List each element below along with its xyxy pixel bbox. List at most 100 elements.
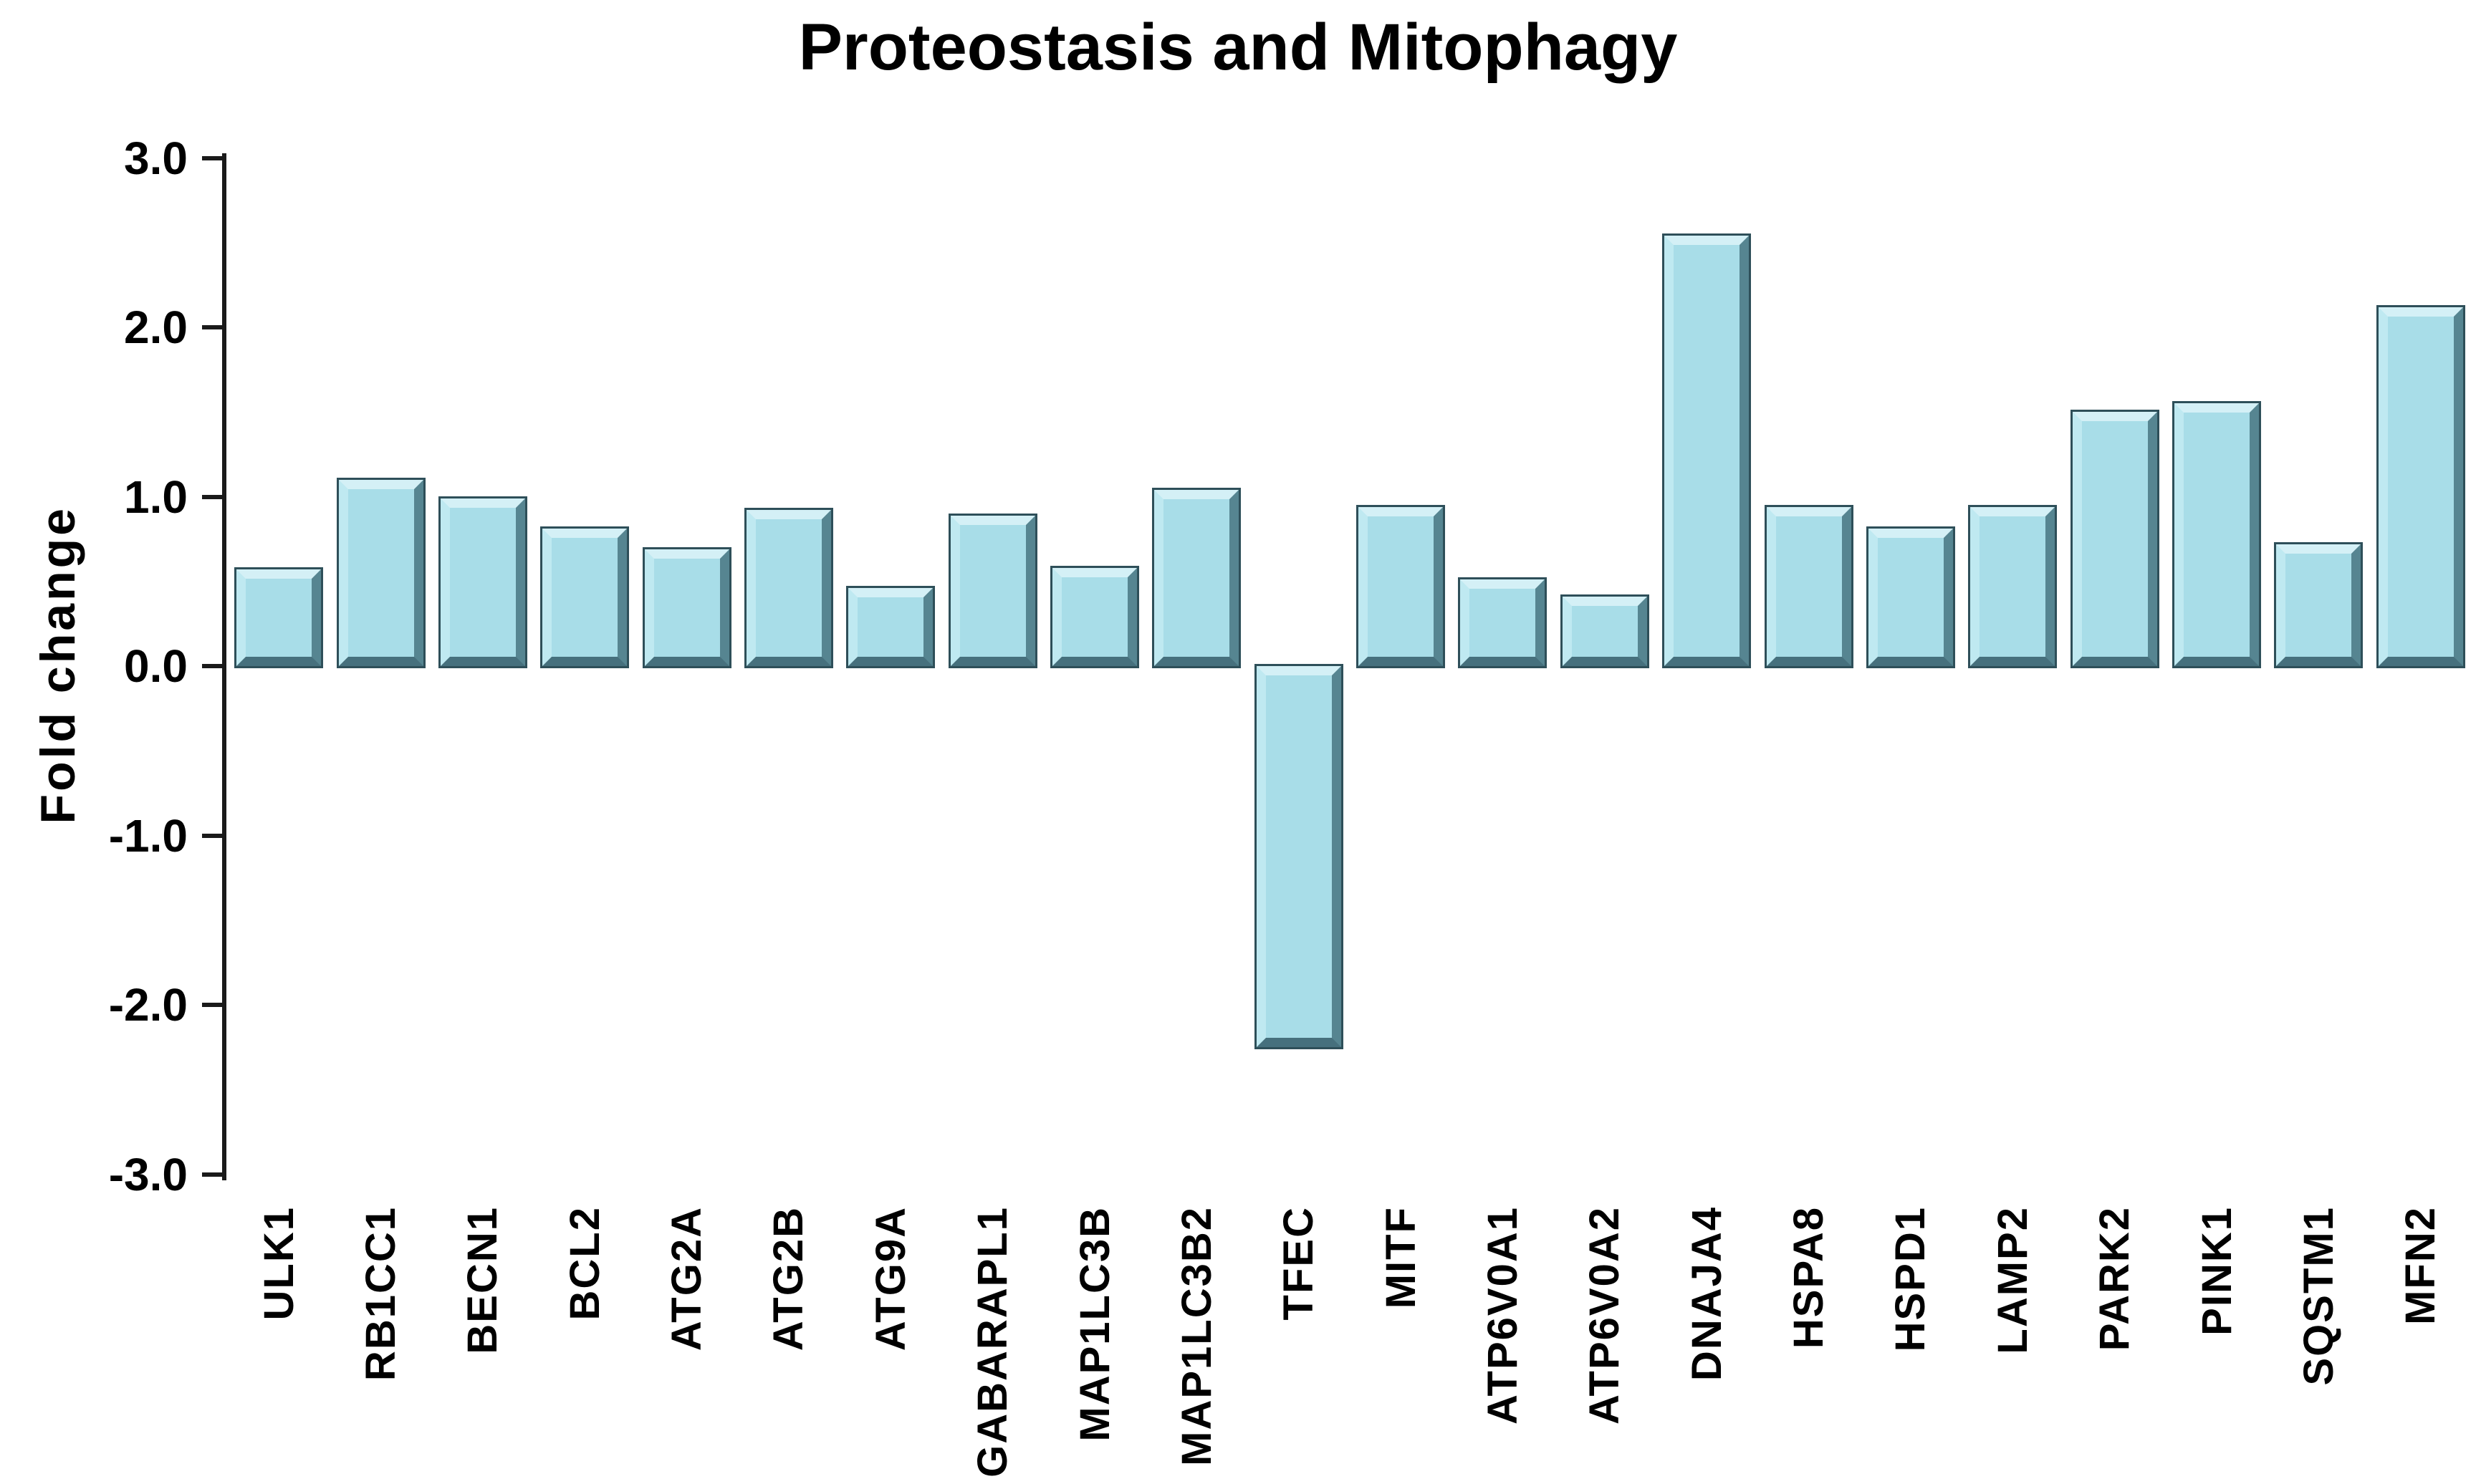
- x-label-slot: DNAJA4: [1656, 1206, 1757, 1478]
- x-tick-label-DNAJA4: DNAJA4: [1683, 1206, 1730, 1382]
- x-label-slot: MFN2: [2370, 1206, 2472, 1478]
- x-label-slot: MITF: [1350, 1206, 1451, 1478]
- y-tick-mark: [202, 325, 222, 329]
- y-tick-label: -2.0: [108, 979, 188, 1031]
- x-label-slot: ULK1: [228, 1206, 330, 1478]
- x-label-slot: SQSTM1: [2268, 1206, 2369, 1478]
- x-tick-label-ULK1: ULK1: [255, 1206, 302, 1321]
- bar-slot: [2166, 157, 2268, 1173]
- y-tick-label: 1.0: [124, 471, 188, 523]
- bar-slot: [228, 157, 330, 1173]
- bar-DNAJA4: [1662, 233, 1752, 668]
- y-tick-label: -1.0: [108, 809, 188, 862]
- x-label-slot: HSPA8: [1757, 1206, 1859, 1478]
- bar-slot: [330, 157, 431, 1173]
- x-tick-label-HSPA8: HSPA8: [1785, 1206, 1833, 1349]
- x-tick-label-MITF: MITF: [1377, 1206, 1424, 1309]
- bar-slot: [942, 157, 1044, 1173]
- bar-slot: [1146, 157, 1247, 1173]
- bar-slot: [2268, 157, 2369, 1173]
- x-label-slot: TFEC: [1248, 1206, 1350, 1478]
- bar-slot: [840, 157, 941, 1173]
- x-label-slot: MAP1LC3B: [1044, 1206, 1146, 1478]
- x-label-slot: ATG2A: [635, 1206, 737, 1478]
- bar-slot: [1451, 157, 1553, 1173]
- x-tick-label-ATP6V0A2: ATP6V0A2: [1581, 1206, 1628, 1425]
- x-label-slot: ATG2B: [738, 1206, 840, 1478]
- x-tick-label-SQSTM1: SQSTM1: [2295, 1206, 2342, 1386]
- bar-BCL2: [540, 526, 630, 668]
- x-tick-label-TFEC: TFEC: [1275, 1206, 1323, 1321]
- bar-PINK1: [2172, 401, 2261, 668]
- y-axis-line: [222, 153, 226, 1180]
- bar-slot: [738, 157, 840, 1173]
- bar-RB1CC1: [336, 478, 426, 668]
- x-tick-label-PINK1: PINK1: [2193, 1206, 2240, 1336]
- bar-ATG2B: [744, 508, 833, 668]
- x-tick-label-MAP1LC3B2: MAP1LC3B2: [1173, 1206, 1220, 1466]
- y-tick-mark: [202, 1003, 222, 1007]
- x-label-slot: ATP6V0A1: [1451, 1206, 1553, 1478]
- bar-HSPA8: [1764, 505, 1853, 668]
- bar-TFEC: [1254, 664, 1343, 1049]
- bar-slot: [534, 157, 635, 1173]
- x-label-slot: MAP1LC3B2: [1146, 1206, 1247, 1478]
- bar-ATP6V0A1: [1458, 577, 1548, 668]
- bar-slot: [1757, 157, 1859, 1173]
- bar-MITF: [1356, 505, 1446, 668]
- x-tick-label-LAMP2: LAMP2: [1989, 1206, 2036, 1354]
- x-tick-label-HSPD1: HSPD1: [1887, 1206, 1934, 1352]
- x-tick-label-BCL2: BCL2: [561, 1206, 608, 1321]
- bar-slot: [2370, 157, 2472, 1173]
- x-label-slot: ATG9A: [840, 1206, 941, 1478]
- bar-HSPD1: [1866, 526, 1955, 668]
- bar-ATG2A: [642, 547, 731, 668]
- bar-ULK1: [234, 567, 324, 668]
- bar-PARK2: [2070, 410, 2159, 668]
- y-tick-label: 2.0: [124, 302, 188, 353]
- bar-slot: [1656, 157, 1757, 1173]
- bar-BECN1: [438, 496, 527, 668]
- bar-slot: [635, 157, 737, 1173]
- y-tick-label: 3.0: [124, 132, 188, 184]
- x-label-slot: RB1CC1: [330, 1206, 431, 1478]
- plot-area: [228, 157, 2472, 1173]
- chart-title: Proteostasis and Mitophagy: [798, 11, 1678, 84]
- y-tick-mark: [202, 494, 222, 499]
- y-tick-label: 0.0: [124, 640, 188, 692]
- x-label-slot: BCL2: [534, 1206, 635, 1478]
- y-tick-label: -3.0: [108, 1148, 188, 1200]
- bar-slot: [1044, 157, 1146, 1173]
- y-tick-mark: [202, 155, 222, 160]
- bar-LAMP2: [1968, 505, 2058, 668]
- bar-slot: [1350, 157, 1451, 1173]
- y-tick-mark: [202, 1172, 222, 1177]
- x-label-slot: PARK2: [2063, 1206, 2165, 1478]
- x-tick-label-ATG2A: ATG2A: [663, 1206, 711, 1352]
- bar-slot: [2063, 157, 2165, 1173]
- y-tick-mark: [202, 833, 222, 838]
- x-tick-label-MFN2: MFN2: [2397, 1206, 2444, 1325]
- bar-SQSTM1: [2274, 542, 2364, 668]
- x-label-slot: PINK1: [2166, 1206, 2268, 1478]
- bar-GABARAPL1: [948, 514, 1037, 668]
- x-tick-label-BECN1: BECN1: [459, 1206, 507, 1354]
- bar-MAP1LC3B: [1050, 566, 1140, 668]
- bar-slot: [1554, 157, 1656, 1173]
- x-label-slot: LAMP2: [1962, 1206, 2063, 1478]
- x-tick-label-RB1CC1: RB1CC1: [358, 1206, 405, 1382]
- bar-MFN2: [2376, 305, 2465, 668]
- bar-MAP1LC3B2: [1152, 488, 1242, 668]
- x-tick-label-ATP6V0A1: ATP6V0A1: [1479, 1206, 1526, 1425]
- bar-slot: [1248, 157, 1350, 1173]
- x-label-slot: BECN1: [432, 1206, 534, 1478]
- x-tick-label-GABARAPL1: GABARAPL1: [969, 1206, 1017, 1478]
- x-tick-label-MAP1LC3B: MAP1LC3B: [1071, 1206, 1118, 1442]
- x-label-slot: ATP6V0A2: [1554, 1206, 1656, 1478]
- bar-slot: [1860, 157, 1962, 1173]
- y-tick-mark: [202, 664, 222, 668]
- bar-slot: [432, 157, 534, 1173]
- x-label-slot: HSPD1: [1860, 1206, 1962, 1478]
- bar-ATG9A: [846, 586, 936, 668]
